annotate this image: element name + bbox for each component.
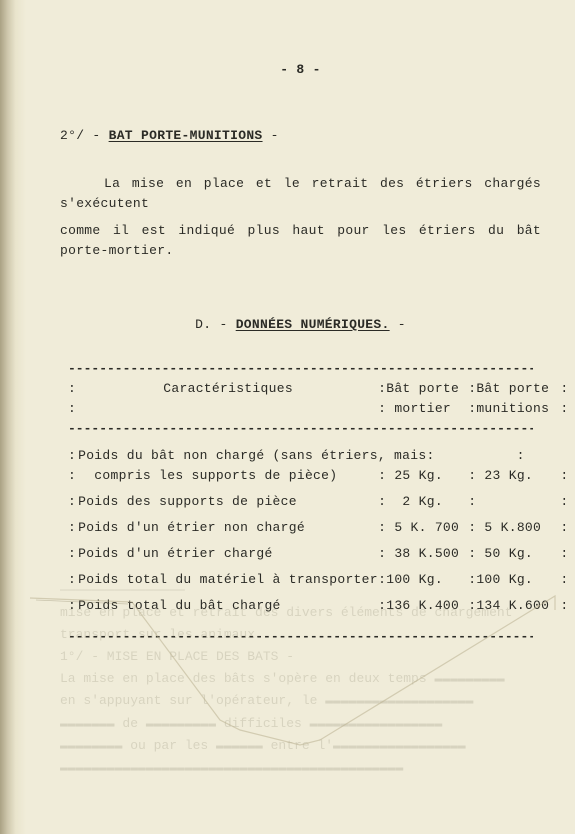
- table-colon: :: [378, 544, 386, 564]
- subsection-prefix: D. -: [195, 317, 236, 332]
- bleed-line: ▬▬▬▬▬▬▬▬▬▬▬▬▬▬▬▬▬▬▬▬▬▬▬▬▬▬▬▬▬▬▬▬▬▬▬▬▬▬▬▬…: [60, 757, 541, 779]
- table-header-col1a: Bât porte: [386, 379, 468, 399]
- page-number: - 8 -: [60, 60, 541, 80]
- table-row: : compris les supports de pièce) : 25 Kg…: [68, 466, 533, 486]
- cell-label: Poids du bât non chargé (sans étriers, m…: [76, 446, 426, 466]
- bleed-line: en s'appuyant sur l'opérateur, le ▬▬▬▬▬▬…: [60, 690, 541, 712]
- table-row: : Poids du bât non chargé (sans étriers,…: [68, 446, 533, 466]
- cell-label: Poids d'un étrier chargé: [76, 544, 378, 564]
- subsection-suffix: -: [390, 317, 406, 332]
- table-colon: :: [560, 379, 568, 399]
- cell-value: 50 Kg.: [476, 544, 560, 564]
- section-heading: 2°/ - BAT PORTE-MUNITIONS -: [60, 126, 541, 146]
- table-header-characteristics: Caractéristiques: [76, 379, 378, 399]
- table-header-row-2: : : mortier : munitions :: [68, 399, 533, 419]
- table-row: : Poids d'un étrier non chargé : 5 K. 70…: [68, 518, 533, 538]
- table-colon: :: [68, 518, 76, 538]
- cell-value: 2 Kg.: [386, 492, 468, 512]
- table-colon: :: [468, 518, 476, 538]
- table-colon: :: [560, 544, 568, 564]
- subsection-title-text: DONNÉES NUMÉRIQUES.: [236, 317, 390, 332]
- table-header-empty: [76, 399, 378, 419]
- cell-value: 5 K. 700: [386, 518, 468, 538]
- table-colon: :: [378, 466, 386, 486]
- cell-value: 25 Kg.: [386, 466, 468, 486]
- table-colon: :: [560, 570, 568, 590]
- table-colon: :: [68, 399, 76, 419]
- table-colon: :: [68, 544, 76, 564]
- bleed-line: ────────────────: [60, 580, 541, 602]
- table-colon: :: [468, 544, 476, 564]
- table-header-col2b: munitions: [476, 399, 560, 419]
- table-colon: :: [560, 518, 568, 538]
- table-colon: :: [68, 379, 76, 399]
- paragraph-line-1: La mise en place et le retrait des étrie…: [60, 174, 541, 214]
- bleed-line: 1°/ - MISE EN PLACE DES BATS -: [60, 646, 541, 668]
- table-header-row-1: : Caractéristiques : Bât porte : Bât por…: [68, 379, 533, 399]
- bleed-line: mise en place et retrait des divers élém…: [60, 602, 541, 624]
- table-colon: :: [378, 399, 386, 419]
- table-colon: :: [426, 446, 434, 466]
- table-colon: :: [378, 492, 386, 512]
- section-title-text: BAT PORTE-MUNITIONS: [109, 128, 263, 143]
- bleed-line: ▬▬▬▬▬▬▬▬ ou par les ▬▬▬▬▬▬ entre l'▬▬▬▬▬…: [60, 735, 541, 757]
- table-colon: :: [560, 596, 568, 616]
- table-colon: :: [378, 518, 386, 538]
- table-colon: :: [378, 379, 386, 399]
- table-colon: :: [468, 399, 476, 419]
- table-colon: :: [68, 466, 76, 486]
- cell-value: 5 K.800: [476, 518, 560, 538]
- table-colon: :: [560, 492, 568, 512]
- cell-label: Poids des supports de pièce: [76, 492, 378, 512]
- table-header-col2a: Bât porte: [476, 379, 560, 399]
- section-prefix: 2°/ -: [60, 128, 109, 143]
- bleed-line: ▬▬▬▬▬▬▬ de ▬▬▬▬▬▬▬▬▬ difficiles ▬▬▬▬▬▬▬▬…: [60, 713, 541, 735]
- table-row: : Poids d'un étrier chargé : 38 K.500 : …: [68, 544, 533, 564]
- page-bleed-through: ──────────────── mise en place et retrai…: [60, 580, 541, 804]
- table-colon: :: [468, 466, 476, 486]
- cell-value: [476, 492, 560, 512]
- cell-value: 23 Kg.: [476, 466, 560, 486]
- table-colon: :: [560, 466, 568, 486]
- bleed-line: La mise en place des bâts s'opère en deu…: [60, 668, 541, 690]
- cell-label: Poids d'un étrier non chargé: [76, 518, 378, 538]
- table-row: : Poids des supports de pièce : 2 Kg. : …: [68, 492, 533, 512]
- table-colon: :: [68, 492, 76, 512]
- subsection-heading: D. - DONNÉES NUMÉRIQUES. -: [60, 315, 541, 335]
- table-colon: :: [517, 446, 525, 466]
- table-border-top: ----------------------------------------…: [68, 359, 533, 379]
- table-header-col1b: mortier: [386, 399, 468, 419]
- table-colon: :: [560, 399, 568, 419]
- cell-value: [525, 446, 575, 466]
- section-suffix: -: [263, 128, 279, 143]
- cell-label: compris les supports de pièce): [76, 466, 378, 486]
- bleed-line: transport sur les animaux.: [60, 624, 541, 646]
- table-colon: :: [468, 492, 476, 512]
- cell-value: 38 K.500: [386, 544, 468, 564]
- table-colon: :: [68, 446, 76, 466]
- table-border-mid: ----------------------------------------…: [68, 419, 533, 439]
- paragraph-line-2: comme il est indiqué plus haut pour les …: [60, 221, 541, 261]
- cell-value: [435, 446, 517, 466]
- table-colon: :: [468, 379, 476, 399]
